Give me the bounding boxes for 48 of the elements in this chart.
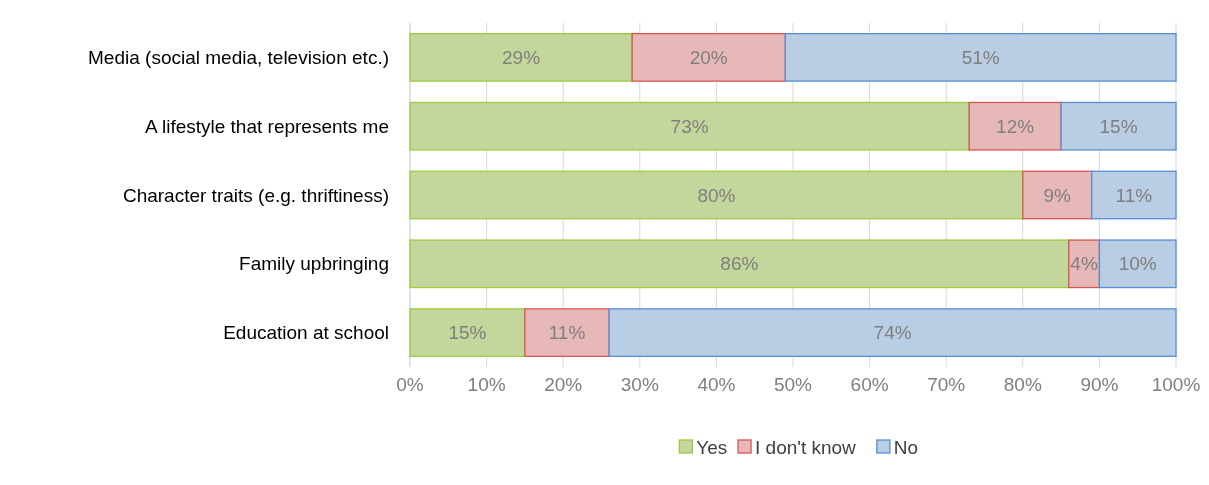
x-tick-label: 60% bbox=[850, 373, 889, 395]
bar bbox=[631, 33, 786, 82]
data-label: 9% bbox=[1043, 184, 1072, 206]
data-label: 15% bbox=[1099, 115, 1138, 137]
data-label: 12% bbox=[996, 115, 1035, 137]
y-tick-label: Character traits (e.g. thriftiness) bbox=[122, 184, 389, 206]
x-tick-label: 80% bbox=[1003, 373, 1042, 395]
x-tick-label: 100% bbox=[1151, 373, 1201, 395]
data-label: 29% bbox=[502, 47, 541, 69]
legend-label: I don't know bbox=[755, 436, 857, 458]
data-label: 11% bbox=[548, 322, 586, 344]
data-label: 51% bbox=[961, 47, 1000, 69]
bar bbox=[1091, 170, 1177, 220]
data-label: 4% bbox=[1070, 253, 1098, 275]
x-tick-label: 90% bbox=[1080, 373, 1119, 395]
x-tick-label: 70% bbox=[927, 373, 966, 395]
legend-label: No bbox=[893, 436, 919, 458]
bar bbox=[968, 101, 1062, 151]
bar bbox=[409, 239, 1070, 289]
x-tick-label: 50% bbox=[773, 373, 813, 395]
data-label: 86% bbox=[720, 253, 759, 275]
y-tick-label: Media (social media, television etc.) bbox=[88, 47, 389, 69]
bar bbox=[409, 33, 633, 82]
bar bbox=[784, 33, 1177, 82]
bar bbox=[608, 308, 1177, 357]
data-label: 73% bbox=[670, 115, 709, 137]
bar bbox=[1098, 239, 1177, 289]
x-tick-label: 40% bbox=[697, 373, 736, 395]
data-label: 80% bbox=[697, 184, 736, 206]
y-tick-label: A lifestyle that represents me bbox=[145, 115, 389, 137]
legend-label: Yes bbox=[696, 436, 728, 458]
data-label: 15% bbox=[448, 322, 487, 344]
bar bbox=[1022, 170, 1093, 220]
data-label: 10% bbox=[1118, 253, 1157, 275]
y-tick-label: Family upbringing bbox=[239, 253, 389, 275]
x-tick-label: 30% bbox=[620, 373, 659, 395]
y-tick-label: Education at school bbox=[223, 322, 389, 344]
data-label: 74% bbox=[873, 322, 912, 344]
x-tick-label: 0% bbox=[396, 373, 424, 395]
x-tick-label: 10% bbox=[467, 373, 506, 395]
bar bbox=[409, 101, 970, 151]
bar bbox=[1060, 101, 1177, 151]
bar bbox=[409, 308, 526, 357]
bar bbox=[409, 170, 1024, 220]
data-label: 11% bbox=[1115, 184, 1153, 206]
bar bbox=[524, 308, 610, 357]
data-label: 20% bbox=[689, 47, 728, 69]
x-tick-label: 20% bbox=[544, 373, 583, 395]
